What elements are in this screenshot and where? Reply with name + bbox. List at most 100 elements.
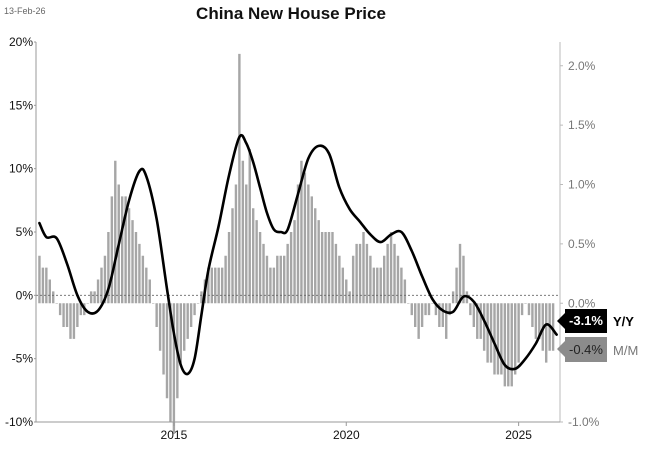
mm-bar — [327, 232, 331, 304]
mm-bar — [69, 303, 72, 339]
mm-bar — [331, 232, 334, 304]
mm-bar — [272, 267, 276, 304]
mm-bar — [407, 303, 410, 304]
yy-value-label: -3.1% — [569, 313, 603, 328]
mm-bar — [227, 232, 231, 304]
mm-bar — [276, 255, 279, 304]
mm-bar — [520, 303, 524, 316]
mm-bar — [86, 303, 89, 304]
y-right-tick-label: 2.0% — [568, 59, 596, 73]
mm-bar — [248, 148, 251, 304]
mm-bar — [355, 243, 358, 304]
mm-bar — [476, 303, 479, 339]
mm-bar — [79, 303, 83, 316]
mm-bar — [293, 220, 296, 304]
mm-bar — [517, 303, 520, 363]
mm-bar — [183, 303, 186, 351]
mm-bar — [362, 232, 365, 304]
y-left-tick-label: -10% — [5, 415, 33, 429]
mm-bar — [303, 172, 307, 304]
y-left-tick-label: 10% — [9, 162, 33, 176]
y-right-tick-label: 0.0% — [568, 296, 596, 310]
mm-bar — [531, 303, 534, 327]
mm-bar — [493, 303, 496, 375]
mm-bar — [265, 255, 269, 304]
mm-bar — [96, 279, 100, 304]
mm-bar — [527, 303, 531, 316]
mm-bar — [145, 267, 148, 304]
mm-bar — [427, 303, 431, 316]
date-stamp: 13-Feb-26 — [4, 6, 46, 16]
mm-bar — [403, 279, 407, 304]
mm-bar — [107, 232, 110, 304]
mm-bar — [189, 303, 193, 327]
mm-bar — [255, 220, 258, 304]
mm-bar — [510, 303, 513, 387]
mm-bar — [448, 303, 451, 316]
mm-bar — [58, 303, 62, 316]
mm-bar — [431, 303, 434, 304]
mm-bar — [334, 243, 338, 304]
mm-bar — [358, 243, 362, 304]
mm-bar — [124, 196, 127, 304]
mm-bar — [400, 267, 403, 304]
mm-value-box — [565, 337, 607, 362]
mm-bar — [424, 303, 427, 316]
mm-bar — [283, 255, 286, 304]
mm-bar — [93, 291, 96, 304]
y-left-tick-label: 20% — [9, 35, 33, 49]
y-right-tick-label: 1.5% — [568, 118, 596, 132]
y-left-tick-label: 15% — [9, 98, 33, 112]
mm-bar — [314, 208, 317, 304]
mm-bar — [148, 279, 151, 304]
mm-bar — [310, 196, 313, 304]
mm-bar — [451, 291, 455, 304]
yy-value-pointer — [557, 313, 565, 329]
yy-value-box — [565, 309, 607, 333]
mm-bar — [72, 303, 76, 339]
mm-bar — [524, 303, 527, 304]
mm-bar — [345, 279, 348, 304]
mm-bar — [158, 303, 162, 351]
mm-bar — [165, 303, 169, 399]
mm-bar — [410, 303, 413, 316]
mm-bar — [214, 267, 217, 304]
y-left-tick-label: -5% — [12, 352, 34, 366]
mm-bar — [89, 291, 93, 304]
mm-bar — [155, 303, 158, 327]
mm-bar — [76, 303, 79, 327]
mm-bar — [103, 255, 107, 304]
y-left-tick-label: 0% — [16, 288, 34, 302]
mm-bar — [110, 196, 114, 304]
mm-bar — [455, 267, 458, 304]
mm-bar — [503, 303, 507, 387]
mm-bar — [179, 303, 182, 363]
mm-bar — [441, 303, 444, 327]
mm-bar — [551, 303, 555, 351]
mm-bar — [458, 243, 462, 304]
mm-bar — [545, 303, 548, 363]
mm-bar — [348, 291, 351, 304]
mm-bar — [393, 243, 396, 304]
mm-bar — [258, 232, 262, 304]
mm-bar — [41, 267, 45, 304]
y-right-tick-label: 1.0% — [568, 178, 596, 192]
mm-bar — [396, 255, 400, 304]
mm-bar — [241, 160, 245, 304]
yy-legend-name: Y/Y — [613, 314, 634, 329]
mm-bar — [289, 232, 293, 304]
x-tick-label: 2020 — [333, 428, 360, 442]
mm-bar — [48, 279, 51, 304]
mm-bar — [324, 232, 327, 304]
mm-bar — [251, 208, 255, 304]
y-right-tick-label: 0.5% — [568, 237, 596, 251]
mm-bar — [479, 303, 482, 339]
mm-bar — [152, 303, 155, 304]
mm-bar — [269, 267, 272, 304]
mm-bar — [296, 184, 300, 304]
mm-bar — [172, 303, 176, 434]
mm-bar — [434, 303, 438, 316]
tick-labels: -10% -5% 0% 5% 10% 15% 20% -1.0% 0.0% 0.5% 1.0% 1.5… — [5, 35, 600, 442]
mm-bar — [55, 303, 58, 304]
